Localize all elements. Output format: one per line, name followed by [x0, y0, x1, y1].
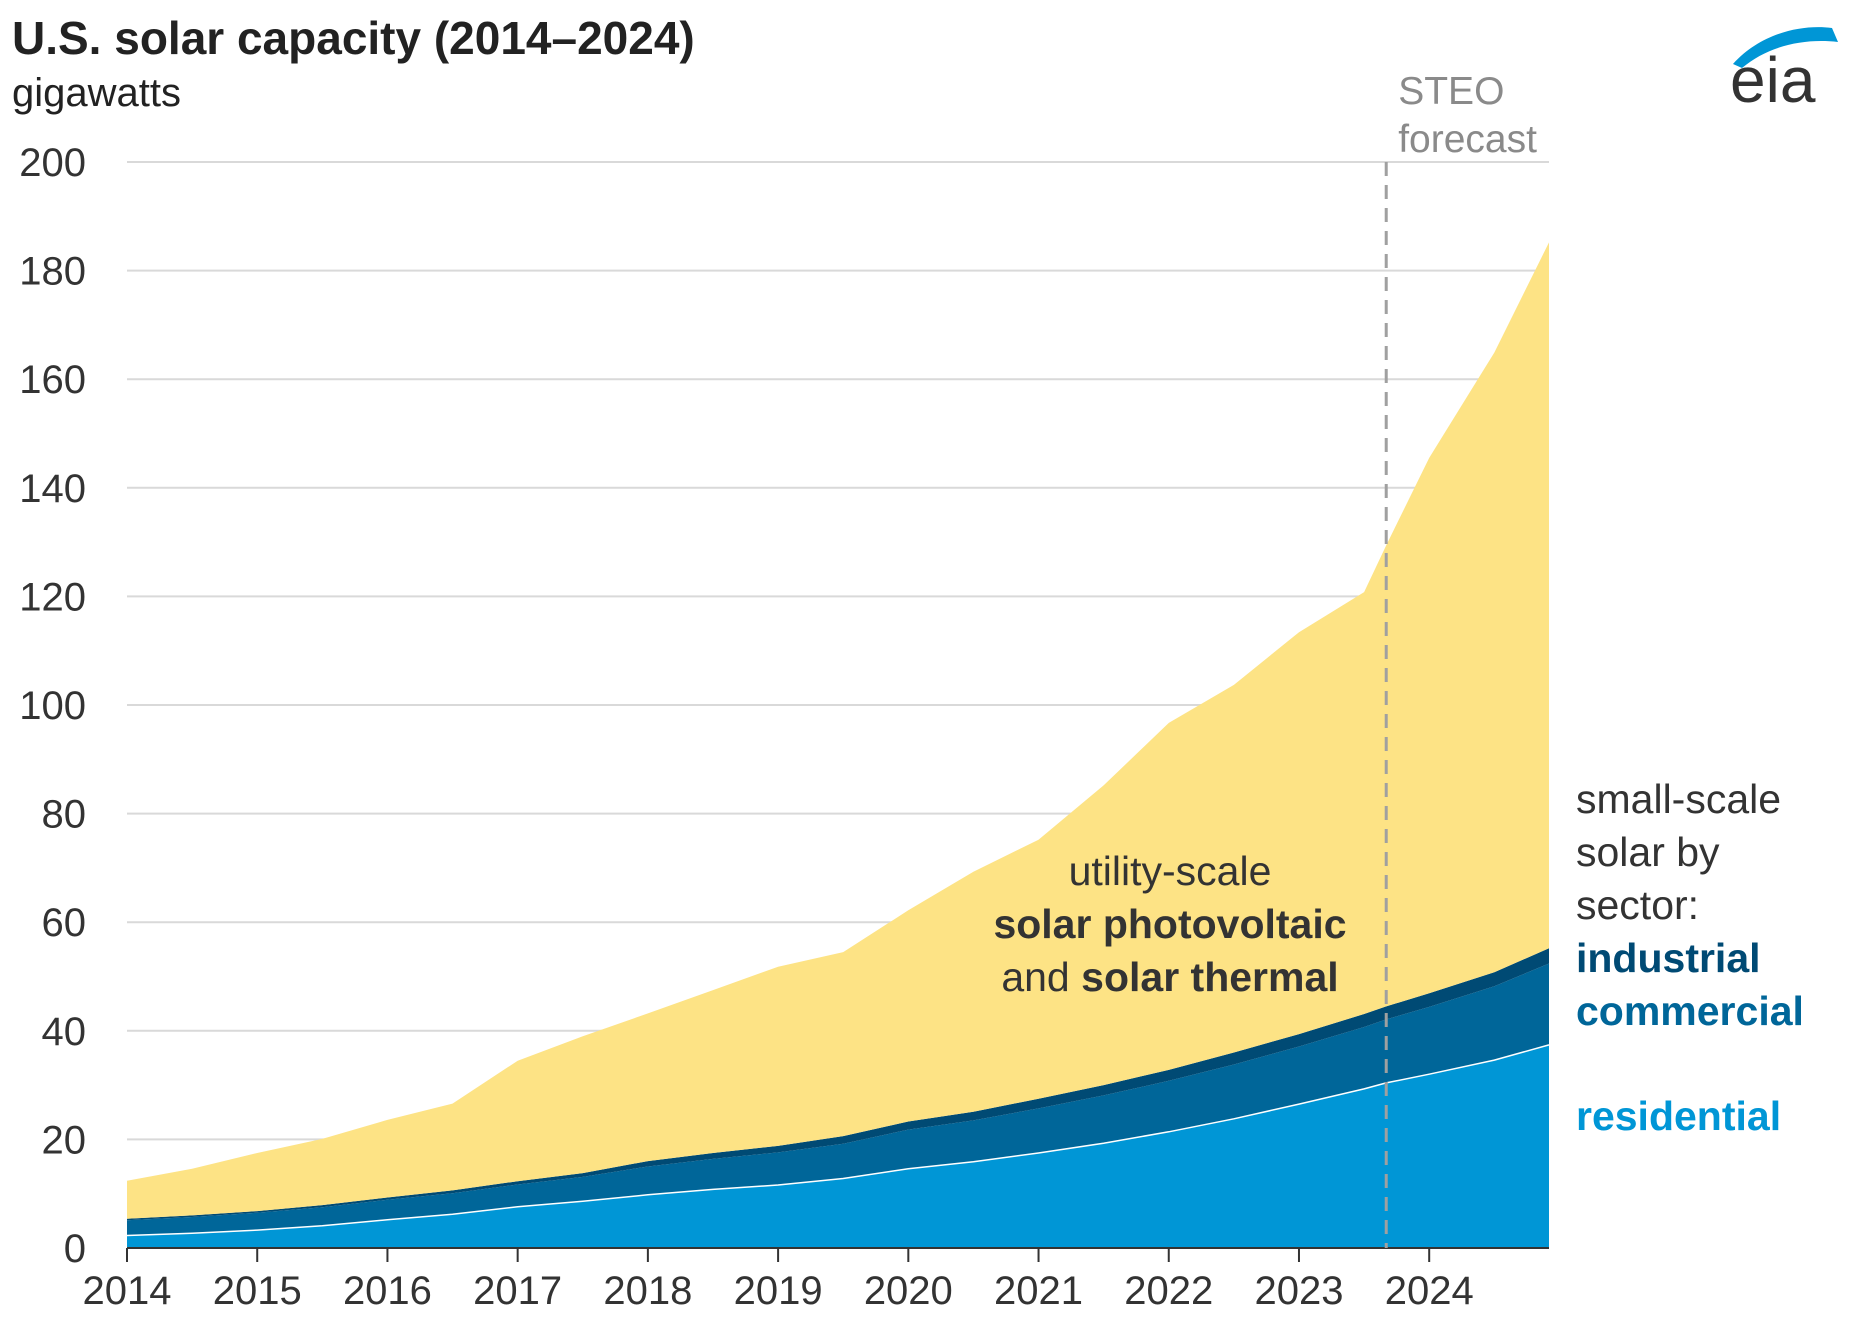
area-utility-scale: [127, 242, 1549, 1219]
utility-annotation-line-3: and solar thermal: [1001, 954, 1338, 1000]
legend-industrial: industrial: [1576, 935, 1761, 981]
y-tick-label: 140: [19, 467, 86, 511]
utility-annotation-and: and: [1001, 954, 1069, 1000]
residential-boundary-line: [126, 1044, 1550, 1237]
y-tick-label: 0: [64, 1227, 86, 1271]
legend-heading-line-1: small-scale: [1576, 776, 1781, 822]
area-commercial: [127, 963, 1549, 1236]
legend-commercial: commercial: [1576, 988, 1804, 1034]
utility-annotation-line-1: utility-scale: [1069, 848, 1272, 894]
x-tick-label: 2023: [1254, 1269, 1343, 1313]
forecast-label-line-1: STEO: [1398, 70, 1504, 113]
y-tick-label: 40: [42, 1010, 87, 1054]
y-tick-label: 80: [42, 793, 87, 837]
forecast-marker: STEO forecast: [1384, 70, 1537, 1248]
area-residential: [127, 1044, 1549, 1248]
y-axis-ticks: 0 20 40 60 80 100 120 140 160 180 200: [19, 141, 86, 1271]
x-tick-label: 2016: [343, 1269, 432, 1313]
legend-residential: residential: [1576, 1093, 1781, 1139]
x-tick-label: 2019: [734, 1269, 823, 1313]
eia-logo: eia: [1730, 27, 1838, 116]
stacked-areas: [126, 242, 1550, 1248]
x-tick-label: 2018: [603, 1269, 692, 1313]
y-tick-label: 200: [19, 141, 86, 185]
utility-annotation-line-2: solar photovoltaic: [993, 901, 1346, 947]
y-tick-label: 120: [19, 575, 86, 619]
x-tick-label: 2022: [1124, 1269, 1213, 1313]
forecast-label-line-2: forecast: [1398, 118, 1537, 161]
chart-title: U.S. solar capacity (2014–2024): [12, 12, 695, 64]
x-tick-label: 2015: [213, 1269, 302, 1313]
x-tick-label: 2014: [83, 1269, 172, 1313]
x-axis-ticks: 2014 2015 2016 2017 2018 2019 2020 2021 2022 2023…: [83, 1247, 1549, 1313]
y-tick-label: 100: [19, 684, 86, 728]
y-tick-label: 180: [19, 250, 86, 294]
legend-heading-line-2: solar by: [1576, 829, 1720, 875]
x-tick-label: 2024: [1385, 1269, 1474, 1313]
eia-logo-text: eia: [1730, 44, 1816, 116]
x-tick-label: 2017: [473, 1269, 562, 1313]
y-tick-label: 20: [42, 1118, 87, 1162]
y-tick-label: 60: [42, 901, 87, 945]
x-tick-label: 2020: [864, 1269, 953, 1313]
y-tick-label: 160: [19, 358, 86, 402]
eia-logo-swoosh: [1733, 27, 1838, 68]
y-axis-unit-label: gigawatts: [12, 71, 181, 115]
legend-heading-line-3: sector:: [1576, 882, 1699, 928]
utility-annotation-thermal: solar thermal: [1081, 954, 1339, 1000]
x-tick-label: 2021: [994, 1269, 1083, 1313]
gridlines: [127, 161, 1549, 1141]
